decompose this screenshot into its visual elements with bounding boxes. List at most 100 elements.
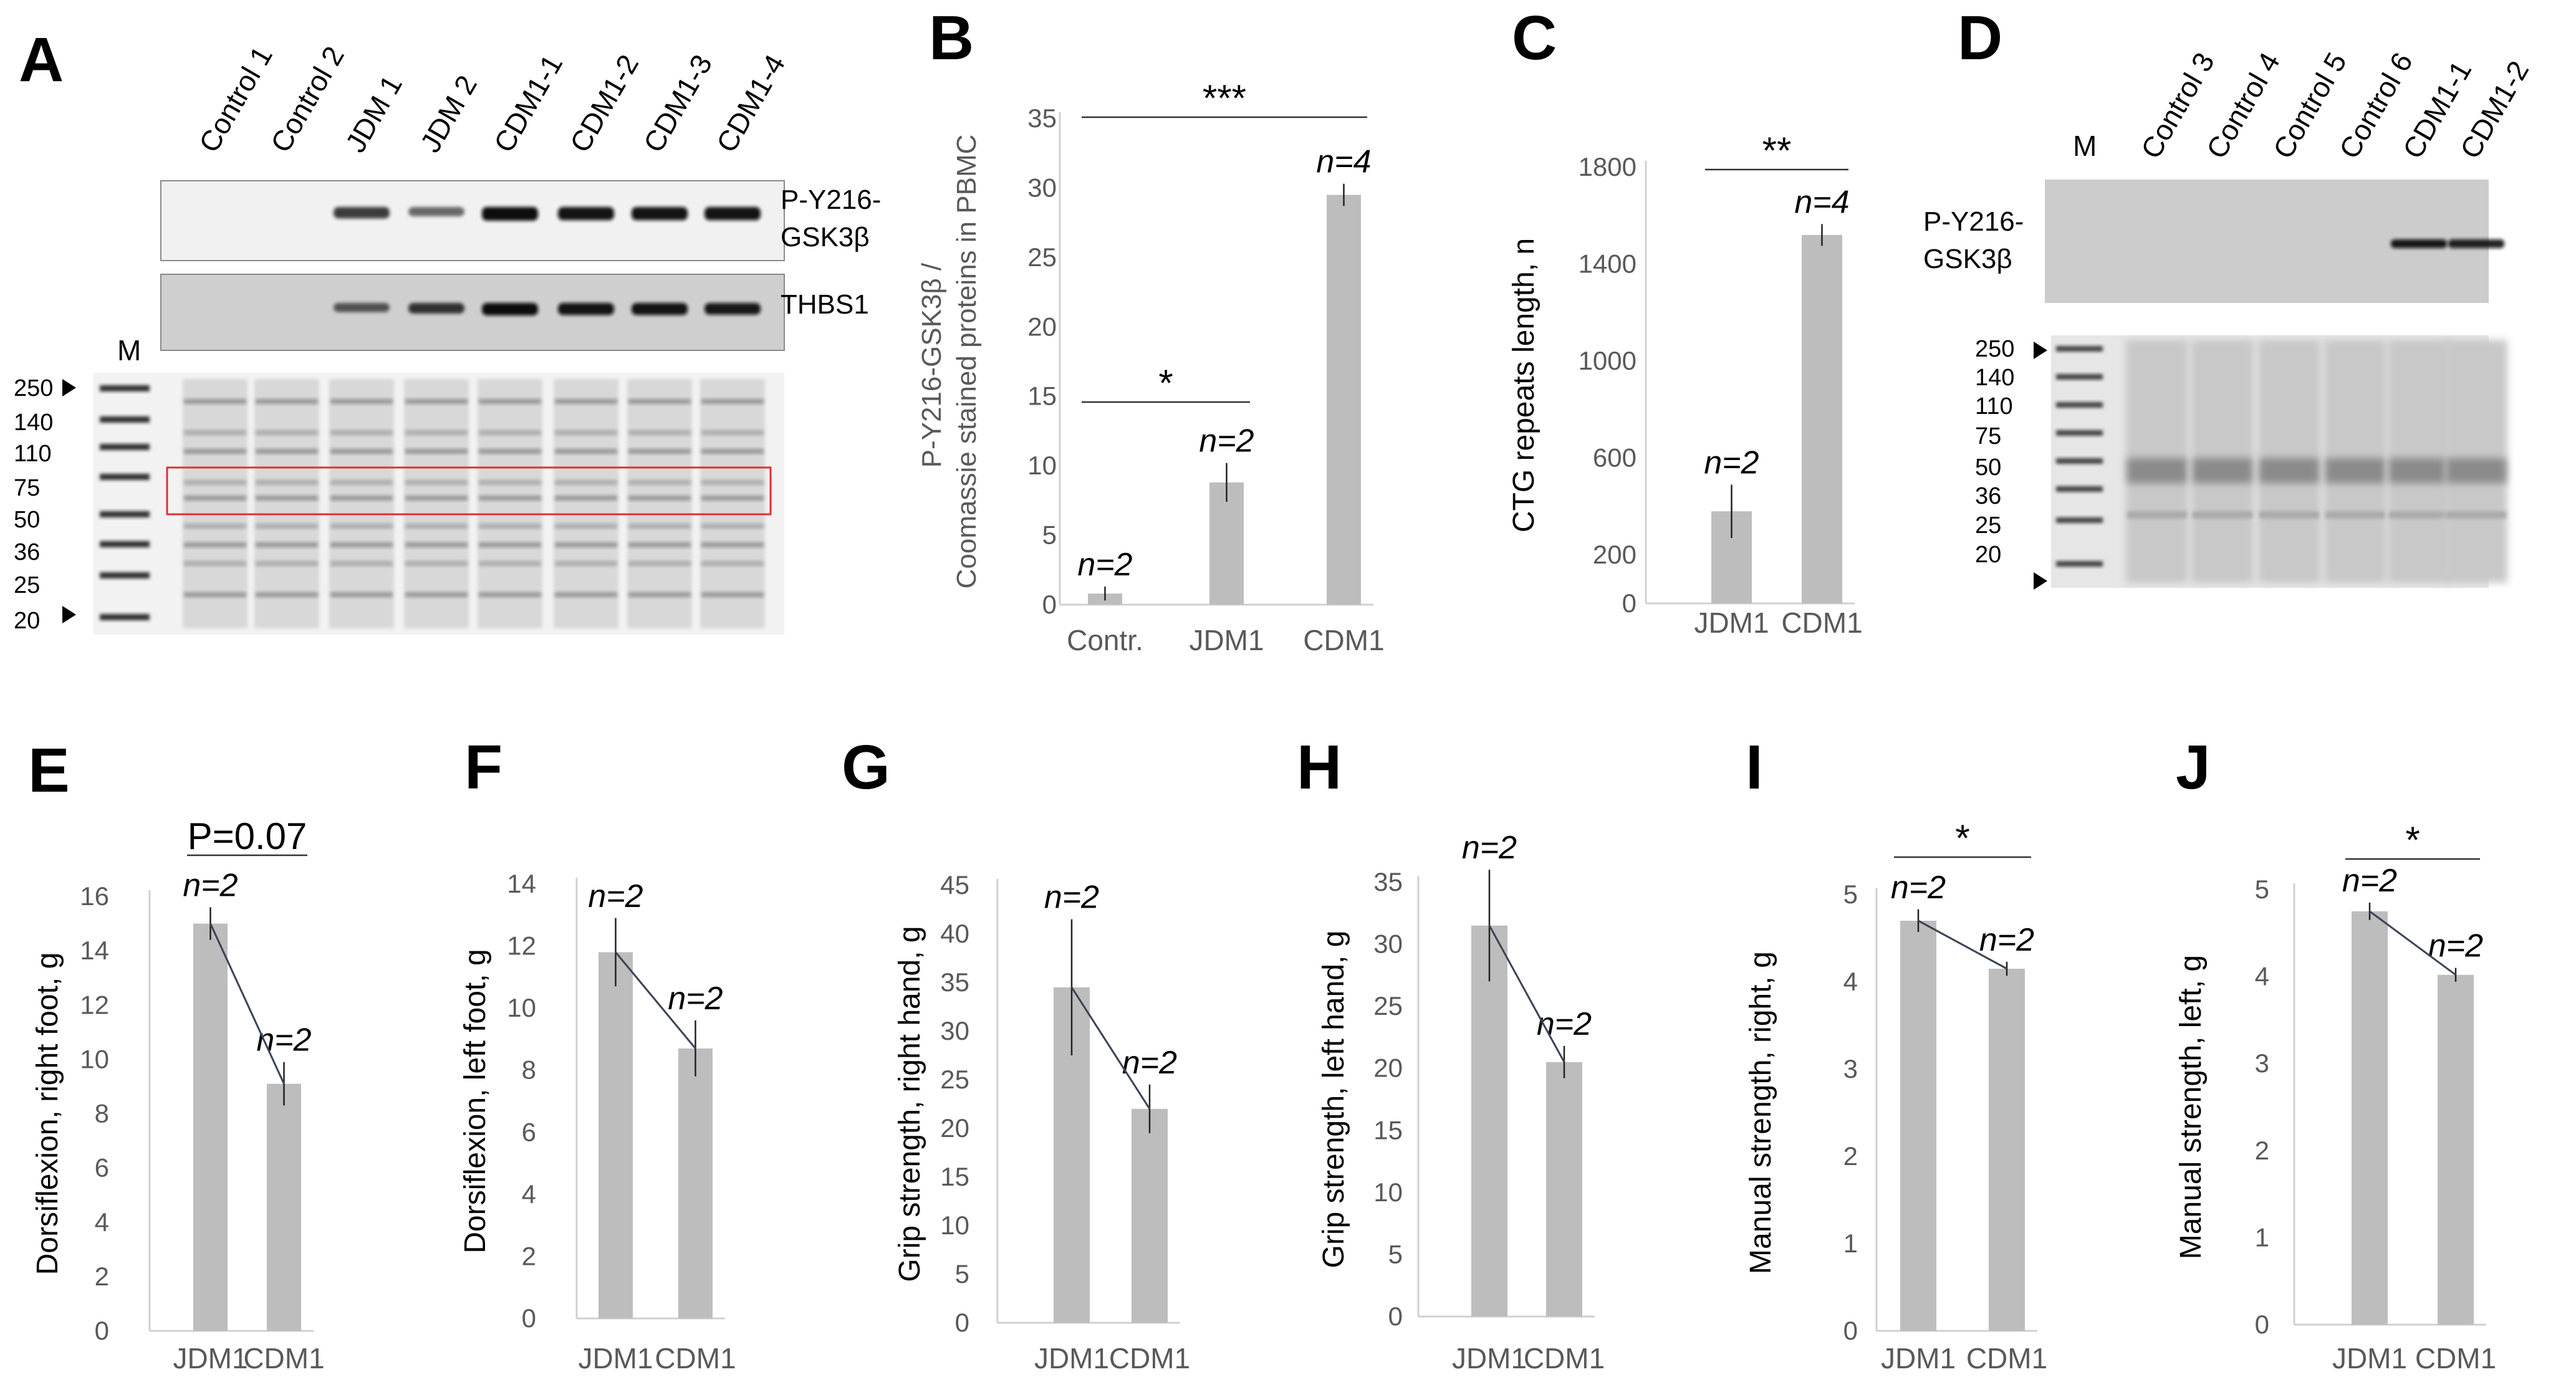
- chart-b: 05101520253035Contr.n=2JDM1n=2CDM1n=4***…: [916, 77, 1385, 656]
- x-tick-label: CDM1: [655, 1342, 736, 1375]
- blot-a-mw-label: 36: [14, 539, 40, 565]
- y-axis-title: Dorsiflexion, right foot, g: [31, 953, 64, 1275]
- blot-d-marker-band: [2056, 517, 2103, 523]
- blot-d-gel-band: [2325, 458, 2385, 483]
- n-label: n=2: [256, 1022, 311, 1058]
- n-label: n=2: [1537, 1006, 1592, 1042]
- blot-d-gel-band: [2446, 458, 2506, 483]
- blot-a-gel-band: [555, 399, 617, 404]
- blot-a-gel-band: [479, 449, 541, 454]
- blot-d-mw-label: 25: [1975, 512, 2001, 539]
- blot-a-highlight-box: [166, 466, 772, 516]
- blot-a-gel-band: [628, 524, 691, 529]
- blot-a-gel-band: [555, 592, 617, 597]
- significance-label: **: [1762, 130, 1792, 171]
- y-tick-label: 10: [1373, 1178, 1403, 1207]
- blot-d-pgsk3b-bands: [2391, 239, 2504, 248]
- blot-a-lane-label: CDM1-3: [637, 49, 719, 158]
- blot-a-marker-band: [100, 385, 150, 391]
- trend-line: [1918, 919, 2007, 970]
- blot-a-mw-label: 110: [14, 441, 52, 467]
- blot-a-thbs1-band: [704, 303, 761, 315]
- blot-a-gel-band: [701, 480, 764, 485]
- blot-a-gel-band: [256, 561, 318, 566]
- y-tick-label: 0: [955, 1308, 969, 1337]
- blot-d-mw-label: 36: [1975, 483, 2001, 509]
- blot-d-gel-lanes: [2056, 340, 2507, 583]
- blot-a-mw-label: 20: [14, 608, 40, 634]
- blot-a-gel-band: [256, 399, 318, 404]
- y-tick-label: 16: [80, 881, 109, 911]
- y-tick-label: 25: [940, 1065, 969, 1094]
- chart-c: 0 200 600 1000 1400 1800 JDM1 n=2 CDM1 n=4** CTG r…: [1507, 130, 1863, 639]
- y-tick-label: 12: [507, 931, 536, 961]
- x-tick-label: CDM1: [2415, 1342, 2496, 1375]
- y-tick-label: 0: [1622, 588, 1636, 618]
- y-tick-label: 25: [1027, 242, 1057, 272]
- blot-a-gel-band: [256, 592, 318, 597]
- y-tick-label: 0: [1388, 1302, 1403, 1331]
- blot-d-mw-label: 20: [1975, 542, 2001, 568]
- blot-a-gel-band: [405, 561, 468, 566]
- blot-a-gel-band: [184, 430, 246, 435]
- blot-a-mw-label: 250: [14, 375, 53, 401]
- trend-line: [1070, 986, 1151, 1110]
- bar: [1327, 194, 1361, 605]
- panel-letter-a: A: [19, 25, 64, 95]
- blot-d-marker-band: [2056, 486, 2103, 492]
- blot-a-pgsk3b-band: [558, 207, 614, 221]
- chart-h: 0 5 10 15 20 25 30 35 JDM1 n=2 CDM1 n=2 Grip strengt…: [1317, 830, 1605, 1375]
- y-tick-label: 5: [1843, 880, 1858, 909]
- blot-a-mw-label: 140: [14, 410, 53, 436]
- y-tick-label: 30: [1373, 929, 1403, 959]
- blot-a-gel-band: [479, 592, 541, 597]
- significance-label: P=0.07: [188, 815, 307, 857]
- blot-d-gel-band: [2259, 458, 2319, 483]
- x-tick-label: JDM1: [1034, 1342, 1109, 1375]
- n-label: n=2: [183, 867, 238, 903]
- blot-a-gel-band: [701, 399, 764, 404]
- y-tick-label: 20: [940, 1113, 969, 1143]
- blot-a-protein-label-2: THBS1: [781, 289, 869, 320]
- significance-label: ***: [1203, 77, 1246, 119]
- blot-a-pgsk3b-band: [482, 207, 538, 221]
- arrow-up-icon: [2034, 342, 2047, 359]
- y-tick-label: 4: [2255, 962, 2269, 991]
- blot-a-gel-lane: [700, 379, 765, 628]
- y-tick-label: 3: [2255, 1049, 2269, 1078]
- panel-letter-f: F: [464, 732, 502, 802]
- x-tick-label: JDM1: [2332, 1342, 2407, 1375]
- blot-a-gel-band: [555, 449, 617, 454]
- blot-a-thbs1-strip: [160, 274, 785, 351]
- blot-a-gel-band: [256, 449, 318, 454]
- blot-a-mw-labels: 250 140 110 75 50 36 25 20: [14, 375, 53, 634]
- n-label: n=4: [1794, 184, 1849, 220]
- y-tick-label: 2: [1843, 1141, 1858, 1171]
- y-tick-label: 0: [95, 1316, 109, 1345]
- blot-a-gel-band: [628, 592, 691, 597]
- blot-a-thbs1-band: [632, 303, 688, 315]
- blot-a-lane-label: JDM 2: [414, 70, 483, 158]
- y-tick-label: 25: [1373, 991, 1403, 1020]
- blot-d-gel-band: [2259, 511, 2319, 519]
- arrow-up-icon: [62, 379, 76, 396]
- blot-a-gel-band: [184, 496, 246, 501]
- y-tick-label: 45: [940, 870, 969, 900]
- blot-a-gel-band: [479, 542, 541, 547]
- blot-a-gel-band: [256, 496, 318, 501]
- n-label: n=2: [588, 878, 643, 914]
- y-tick-label: 0: [1042, 590, 1057, 619]
- y-tick-label: 2: [95, 1262, 109, 1291]
- blot-a-gel-lane: [329, 379, 394, 628]
- y-axis-title: P-Y216-GSK3β / Coomassie stained protein…: [916, 135, 982, 589]
- blot-a-gel-band: [479, 480, 541, 485]
- blot-a-gel-band: [628, 449, 691, 454]
- n-label: n=2: [2342, 863, 2397, 899]
- n-label: n=2: [1891, 870, 1946, 906]
- n-label: n=2: [2428, 928, 2483, 964]
- blot-a-gel-band: [479, 430, 541, 435]
- panel-letter-g: G: [842, 732, 890, 802]
- bar: [1802, 234, 1842, 603]
